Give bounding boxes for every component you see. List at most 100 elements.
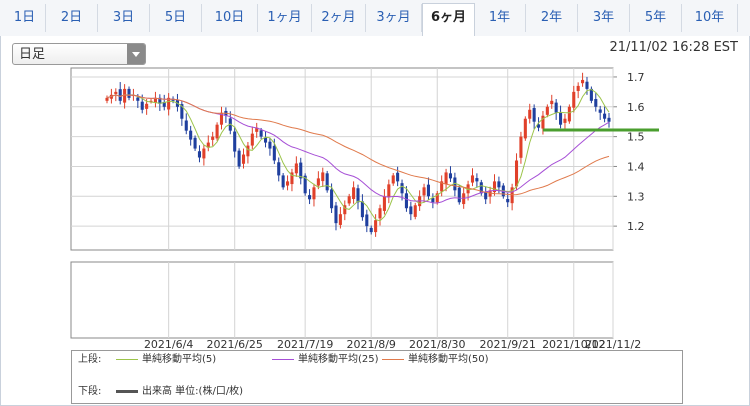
candle-body [343, 205, 347, 215]
candle-body [360, 201, 364, 218]
y-tick-label: 1.6 [627, 101, 645, 114]
candle-body [475, 178, 479, 182]
candle-body [123, 88, 127, 103]
candle-body [184, 120, 188, 131]
legend-volume-swatch [116, 389, 138, 393]
candle-body [127, 88, 131, 98]
legend-ma25: 単純移動平均(25) [272, 353, 379, 367]
candle-body [466, 184, 470, 194]
candle-body [435, 193, 439, 203]
legend-ma25-swatch [272, 358, 294, 360]
legend-ma5-label: 単純移動平均(5) [142, 354, 217, 365]
candle-body [149, 100, 153, 102]
period-tab-bar: 1日 2日 3日 5日 10日 1ヶ月 2ヶ月 3ヶ月 6ヶ月 1年 2年 3年 5年 10年 [0, 0, 750, 38]
tab-1[interactable]: 2日 [46, 4, 98, 32]
tab-2[interactable]: 3日 [98, 4, 150, 32]
candle-body [162, 102, 166, 107]
legend-volume-label: 出来高 単位:(株/口/枚) [142, 386, 244, 397]
candle-body [308, 195, 312, 200]
candle-body [444, 172, 448, 185]
tab-6[interactable]: 2ヶ月 [312, 4, 366, 32]
tab-4[interactable]: 10日 [202, 4, 258, 32]
candle-body [325, 173, 329, 191]
x-tick-label: 2021/8/9 [347, 338, 396, 351]
candle-body [281, 175, 285, 188]
candle-body [576, 85, 580, 91]
candle-body [585, 81, 589, 89]
x-tick-label: 2021/9/21 [480, 338, 536, 351]
candle-body [598, 109, 602, 113]
chevron-down-icon[interactable] [127, 44, 145, 64]
candle-body [272, 145, 276, 161]
tab-12[interactable]: 5年 [630, 4, 682, 32]
x-tick-label: 2021/6/4 [144, 338, 193, 351]
candle-body [431, 198, 435, 203]
candle-body [448, 173, 453, 179]
candle-body [263, 137, 268, 143]
candle-body [158, 97, 162, 104]
x-tick-label: 2021/7/19 [277, 338, 333, 351]
legend-upper-row: 上段: 単純移動平均(5) 単純移動平均(25) 単純移動平均(50) [78, 353, 678, 367]
tab-5[interactable]: 1ヶ月 [258, 4, 312, 32]
ma-line-50 [106, 94, 610, 196]
candle-body [374, 220, 378, 233]
tab-7[interactable]: 3ヶ月 [366, 4, 422, 32]
y-tick-label: 1.7 [627, 71, 645, 84]
candle-body [550, 100, 554, 105]
candle-body [206, 142, 210, 148]
tab-13[interactable]: 10年 [682, 4, 738, 32]
tab-3[interactable]: 5日 [150, 4, 202, 32]
candle-body [250, 133, 254, 146]
candle-body [193, 137, 197, 149]
candle-body [303, 175, 307, 194]
candle-body [457, 187, 461, 203]
candle-body [470, 175, 475, 183]
period-select-value: 日足 [19, 47, 46, 62]
candle-body [382, 196, 386, 211]
candle-body [330, 189, 334, 209]
candle-body [404, 193, 408, 209]
legend-ma50: 単純移動平均(50) [382, 353, 489, 367]
candle-body [180, 104, 184, 119]
candle-body [413, 205, 417, 217]
candle-body [167, 97, 171, 110]
x-tick-label: 2021/6/25 [206, 338, 262, 351]
candle-body [277, 162, 281, 176]
x-tick-label: 2021/11/2 [585, 338, 641, 351]
legend-lower-row: 下段: 出来高 単位:(株/口/枚) [78, 385, 678, 399]
candle-body [514, 160, 519, 187]
tab-9[interactable]: 1年 [474, 4, 526, 32]
candle-body [537, 124, 541, 128]
candle-body [492, 181, 497, 193]
candle-body [387, 184, 391, 198]
candle-body [422, 187, 426, 196]
tab-10[interactable]: 2年 [526, 4, 578, 32]
candle-body [237, 150, 241, 167]
candle-body [506, 198, 510, 203]
candle-body [519, 136, 523, 158]
tab-0[interactable]: 1日 [4, 4, 46, 32]
candle-body [497, 181, 501, 188]
legend-ma50-label: 単純移動平均(50) [408, 354, 489, 365]
candle-body [246, 145, 250, 157]
candle-body [268, 141, 272, 149]
x-tick-label: 2021/10/12 [542, 338, 605, 351]
candle-body [118, 89, 122, 101]
legend-ma50-swatch [382, 358, 404, 360]
legend-ma25-label: 単純移動平均(25) [298, 354, 379, 365]
tab-11[interactable]: 3年 [578, 4, 630, 32]
candle-body [581, 79, 585, 84]
candle-body [589, 88, 593, 101]
candle-body [532, 107, 536, 122]
period-select[interactable]: 日足 [12, 43, 146, 65]
candle-body [202, 148, 206, 159]
candle-body [365, 214, 369, 227]
legend-lower-label: 下段: [78, 386, 102, 397]
candle-body [400, 183, 404, 194]
ma-line-5 [106, 88, 610, 222]
timestamp: 21/11/02 16:28 EST [609, 40, 738, 55]
candle-body [215, 124, 219, 139]
volume-plot-area [70, 261, 614, 339]
candle-body [378, 208, 382, 219]
